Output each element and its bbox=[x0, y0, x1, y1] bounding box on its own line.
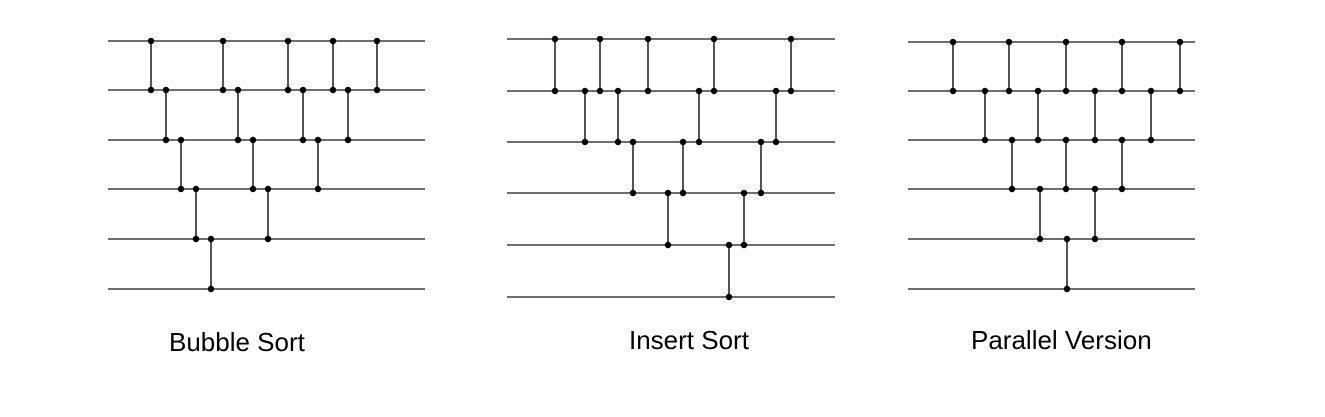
comparator-node bbox=[772, 138, 780, 146]
comparator-node bbox=[1008, 185, 1016, 193]
comparator-node bbox=[949, 87, 957, 95]
comparator-node bbox=[344, 136, 352, 144]
comparator-node bbox=[234, 86, 242, 94]
comparator-node bbox=[314, 136, 322, 144]
comparator-node bbox=[207, 235, 215, 243]
comparator-node bbox=[1118, 185, 1126, 193]
comparator-node bbox=[1008, 136, 1016, 144]
comparator-node bbox=[147, 37, 155, 45]
comparator-node bbox=[1036, 185, 1044, 193]
comparator-node bbox=[664, 241, 672, 249]
comparator-node bbox=[249, 136, 257, 144]
comparator-node bbox=[1063, 285, 1071, 293]
comparator-node bbox=[1063, 235, 1071, 243]
comparator-node bbox=[614, 87, 622, 95]
comparator-node bbox=[314, 185, 322, 193]
comparator-node bbox=[192, 185, 200, 193]
comparator-node bbox=[1147, 136, 1155, 144]
comparator-node bbox=[581, 87, 589, 95]
parallel-version-network bbox=[908, 38, 1195, 293]
comparator-node bbox=[551, 87, 559, 95]
comparator-node bbox=[740, 189, 748, 197]
comparator-node bbox=[1176, 87, 1184, 95]
comparator-node bbox=[695, 138, 703, 146]
comparator-node bbox=[981, 87, 989, 95]
comparator-node bbox=[1062, 38, 1070, 46]
comparator-node bbox=[177, 136, 185, 144]
comparator-node bbox=[299, 86, 307, 94]
comparator-node bbox=[264, 185, 272, 193]
comparator-node bbox=[1091, 136, 1099, 144]
comparator-node bbox=[192, 235, 200, 243]
comparator-node bbox=[679, 189, 687, 197]
comparator-node bbox=[1176, 38, 1184, 46]
comparator-node bbox=[710, 35, 718, 43]
comparator-node bbox=[596, 87, 604, 95]
comparator-node bbox=[740, 241, 748, 249]
comparator-node bbox=[344, 86, 352, 94]
bubble-sort-caption: Bubble Sort bbox=[169, 327, 305, 357]
comparator-node bbox=[1118, 38, 1126, 46]
comparator-node bbox=[234, 136, 242, 144]
comparator-node bbox=[695, 87, 703, 95]
parallel-version-caption: Parallel Version bbox=[971, 325, 1152, 355]
comparator-node bbox=[1034, 136, 1042, 144]
insert-sort-network bbox=[507, 35, 835, 301]
comparator-node bbox=[725, 241, 733, 249]
comparator-node bbox=[710, 87, 718, 95]
comparator-node bbox=[614, 138, 622, 146]
comparator-node bbox=[1062, 185, 1070, 193]
comparator-node bbox=[284, 86, 292, 94]
comparator-node bbox=[162, 86, 170, 94]
comparator-node bbox=[757, 189, 765, 197]
comparator-node bbox=[1005, 38, 1013, 46]
comparator-node bbox=[787, 87, 795, 95]
comparator-node bbox=[329, 37, 337, 45]
comparator-node bbox=[373, 37, 381, 45]
comparator-node bbox=[207, 285, 215, 293]
bubble-sort-network bbox=[108, 37, 425, 293]
comparator-node bbox=[629, 138, 637, 146]
comparator-node bbox=[177, 185, 185, 193]
comparator-node bbox=[644, 87, 652, 95]
comparator-node bbox=[162, 136, 170, 144]
comparator-node bbox=[629, 189, 637, 197]
comparator-node bbox=[147, 86, 155, 94]
comparator-node bbox=[299, 136, 307, 144]
comparator-node bbox=[329, 86, 337, 94]
comparator-node bbox=[373, 86, 381, 94]
comparator-node bbox=[1147, 87, 1155, 95]
comparator-node bbox=[219, 37, 227, 45]
comparator-node bbox=[981, 136, 989, 144]
comparator-node bbox=[787, 35, 795, 43]
comparator-node bbox=[1091, 235, 1099, 243]
comparator-node bbox=[757, 138, 765, 146]
comparator-node bbox=[725, 293, 733, 301]
comparator-node bbox=[1062, 87, 1070, 95]
comparator-node bbox=[596, 35, 604, 43]
comparator-node bbox=[1034, 87, 1042, 95]
comparator-node bbox=[264, 235, 272, 243]
comparator-node bbox=[949, 38, 957, 46]
comparator-node bbox=[772, 87, 780, 95]
comparator-node bbox=[1036, 235, 1044, 243]
comparator-node bbox=[1091, 185, 1099, 193]
comparator-node bbox=[1118, 87, 1126, 95]
comparator-node bbox=[249, 185, 257, 193]
comparator-node bbox=[551, 35, 559, 43]
comparator-node bbox=[1005, 87, 1013, 95]
comparator-node bbox=[1118, 136, 1126, 144]
comparator-node bbox=[644, 35, 652, 43]
comparator-node bbox=[219, 86, 227, 94]
comparator-node bbox=[1062, 136, 1070, 144]
comparator-node bbox=[664, 189, 672, 197]
comparator-node bbox=[679, 138, 687, 146]
comparator-node bbox=[581, 138, 589, 146]
insert-sort-caption: Insert Sort bbox=[629, 325, 749, 355]
comparator-node bbox=[284, 37, 292, 45]
comparator-node bbox=[1091, 87, 1099, 95]
